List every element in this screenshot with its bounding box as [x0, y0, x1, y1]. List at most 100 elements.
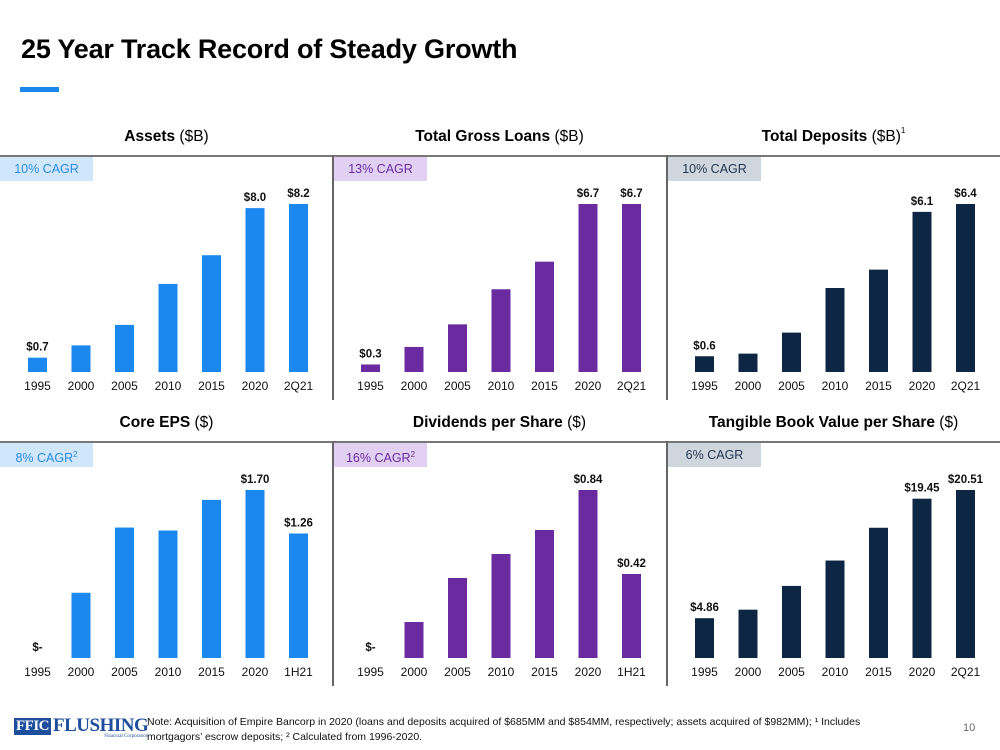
dividends-per-share-bar-chart: $- 1995 2000 2005 2010 2015 $0.84 2020 $0.42 1H21 — [357, 474, 646, 679]
dividends-per-share-chart-title: Dividends per Share ($) — [333, 414, 666, 432]
bar-2005 — [115, 527, 134, 658]
panel-top-divider — [667, 441, 1000, 443]
logo-mark: FFIC — [14, 718, 51, 735]
x-tick-label: 2000 — [401, 665, 428, 679]
bar-2005 — [448, 578, 467, 658]
x-tick-label: 2015 — [198, 379, 225, 393]
x-tick-label: 2010 — [488, 665, 515, 679]
core-eps-chart-panel: Core EPS ($) 8% CAGR2 $- 1995 2000 2005 2010 20… — [0, 414, 333, 684]
bar-2020 — [245, 490, 265, 658]
x-tick-label: 2Q21 — [951, 665, 981, 679]
chart-unit: ($B) — [871, 128, 901, 145]
data-label: $8.0 — [244, 192, 266, 204]
data-label: $1.26 — [284, 517, 313, 529]
bar-2015 — [535, 261, 554, 372]
chart-unit: ($) — [194, 414, 214, 431]
bar-2q21 — [956, 204, 975, 372]
bar-2020 — [912, 211, 932, 372]
x-tick-label: 2010 — [488, 379, 515, 393]
data-label: $20.51 — [948, 474, 984, 486]
company-logo: FFIC FLUSHING Financial Corporation — [14, 716, 149, 739]
x-tick-label: 1H21 — [617, 665, 646, 679]
panel-top-divider — [333, 155, 666, 157]
bar-2015 — [535, 530, 554, 658]
data-label: $6.7 — [577, 188, 599, 200]
x-tick-label: 2020 — [242, 379, 269, 393]
panel-vertical-divider — [332, 155, 334, 400]
cagr-badge: 10% CAGR — [668, 157, 761, 181]
logo-subtitle: Financial Corporation — [104, 734, 149, 739]
bar-2005 — [782, 585, 801, 658]
data-label: $- — [365, 642, 375, 654]
bar-2020 — [245, 208, 265, 372]
data-label: $0.6 — [693, 340, 715, 352]
cagr-footnote-mark: 2 — [410, 450, 416, 459]
cagr-badge-text: 6% CAGR — [685, 448, 744, 462]
x-tick-label: 2000 — [735, 665, 762, 679]
data-label: $1.70 — [241, 474, 270, 486]
panel-vertical-divider — [332, 441, 334, 686]
chart-title-text: Tangible Book Value per Share — [708, 414, 935, 431]
bar-2q21 — [289, 204, 308, 372]
bar-2010 — [491, 554, 511, 658]
x-tick-label: 1995 — [691, 379, 718, 393]
panel-vertical-divider — [666, 155, 668, 400]
data-label: $4.86 — [690, 602, 719, 614]
cagr-badge-text: 10% CAGR — [682, 162, 747, 176]
footnote-line-2: mortgagors’ escrow deposits; ² Calculate… — [147, 731, 423, 743]
bar-1995 — [28, 357, 47, 372]
data-label: $0.42 — [617, 558, 646, 570]
x-tick-label: 2000 — [68, 379, 95, 393]
total-gross-loans-bar-chart: $0.3 1995 2000 2005 2010 2015 $6.7 2020 $6.7 2Q21 — [357, 188, 646, 393]
x-tick-label: 1995 — [24, 379, 51, 393]
tangible-book-value-per-share-chart-panel: Tangible Book Value per Share ($) 6% CAGR… — [666, 414, 1000, 686]
x-tick-label: 1995 — [357, 665, 384, 679]
panel-vertical-divider — [666, 441, 668, 686]
x-tick-label: 2010 — [155, 379, 182, 393]
chart-title-text: Dividends per Share — [412, 414, 563, 431]
panel-top-divider — [0, 155, 333, 157]
data-label: $0.3 — [359, 348, 381, 360]
bar-2000 — [738, 609, 758, 658]
assets-chart-title: Assets ($B) — [0, 128, 333, 146]
page-title: 25 Year Track Record of Steady Growth — [21, 34, 518, 64]
total-deposits-chart-title: Total Deposits ($B)1 — [667, 126, 1000, 146]
data-label: $0.7 — [26, 342, 48, 354]
bar-2020 — [578, 204, 598, 372]
bar-2010 — [491, 289, 511, 372]
page-number: 10 — [963, 722, 976, 734]
bar-2010 — [158, 283, 178, 372]
x-tick-label: 2015 — [531, 379, 558, 393]
x-tick-label: 2015 — [531, 665, 558, 679]
bar-1h21 — [289, 533, 308, 658]
x-tick-label: 2000 — [68, 665, 95, 679]
bar-1h21 — [622, 574, 641, 658]
bar-2005 — [782, 332, 801, 372]
chart-title-text: Total Gross Loans — [415, 128, 551, 145]
bar-2010 — [825, 288, 845, 372]
x-tick-label: 2005 — [444, 665, 471, 679]
x-tick-label: 2020 — [575, 665, 602, 679]
tangible-book-value-per-share-chart-title: Tangible Book Value per Share ($) — [667, 414, 1000, 432]
chart-title-text: Total Deposits — [761, 128, 868, 145]
dividends-per-share-chart-panel: Dividends per Share ($) 16% CAGR2 $- 1995 20… — [332, 414, 666, 686]
bar-2005 — [448, 324, 467, 372]
cagr-badge-text: 13% CAGR — [348, 162, 413, 176]
data-label: $0.84 — [574, 474, 603, 486]
bar-2015 — [869, 527, 888, 658]
x-tick-label: 2000 — [735, 379, 762, 393]
bar-1995 — [695, 356, 714, 372]
footnote-line-1: Note: Acquisition of Empire Bancorp in 2… — [147, 716, 861, 728]
assets-bar-chart: $0.7 1995 2000 2005 2010 2015 $8.0 2020 $8.2 2Q21 — [24, 188, 313, 393]
data-label: $19.45 — [904, 483, 940, 495]
total-deposits-chart-panel: Total Deposits ($B)1 10% CAGR $0.6 1995 2000… — [666, 126, 1000, 400]
chart-unit: ($) — [939, 414, 959, 431]
total-gross-loans-chart-title: Total Gross Loans ($B) — [333, 128, 666, 146]
bar-2000 — [404, 622, 424, 658]
panel-top-divider — [0, 441, 333, 443]
panel-top-divider — [667, 155, 1000, 157]
x-tick-label: 2005 — [778, 665, 805, 679]
chart-unit: ($) — [567, 414, 587, 431]
chart-unit: ($B) — [554, 128, 584, 145]
footnote-mark: 1 — [900, 126, 906, 135]
